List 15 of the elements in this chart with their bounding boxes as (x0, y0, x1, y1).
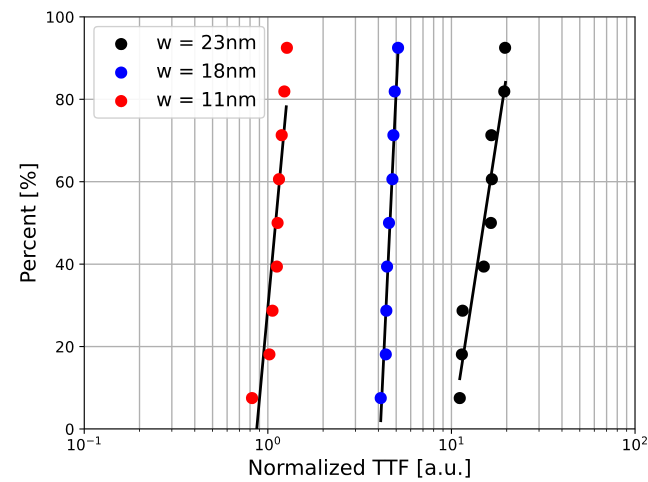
x-tick-label: 10$^{1}$ (440, 436, 464, 450)
y-tick-label: 60 (56, 176, 74, 188)
y-tick-label: 20 (56, 341, 74, 353)
y-axis-title: Percent [%] (20, 164, 38, 282)
legend-label: w = 18nm (157, 63, 256, 78)
legend-label: w = 11nm (157, 92, 256, 106)
y-tick-label: 0 (66, 423, 74, 435)
y-tick-label: 80 (56, 94, 74, 106)
legend-label: w = 23nm (157, 34, 256, 50)
x-axis-title: Normalized TTF [a.u.] (250, 459, 470, 478)
x-tick-label: 10$^{−1}$ (68, 436, 101, 450)
x-tick-label: 10$^{2}$ (623, 436, 647, 450)
y-tick-label: 40 (56, 258, 74, 270)
y-tick-label: 100 (47, 11, 74, 23)
x-tick-label: 10$^{0}$ (256, 436, 280, 450)
